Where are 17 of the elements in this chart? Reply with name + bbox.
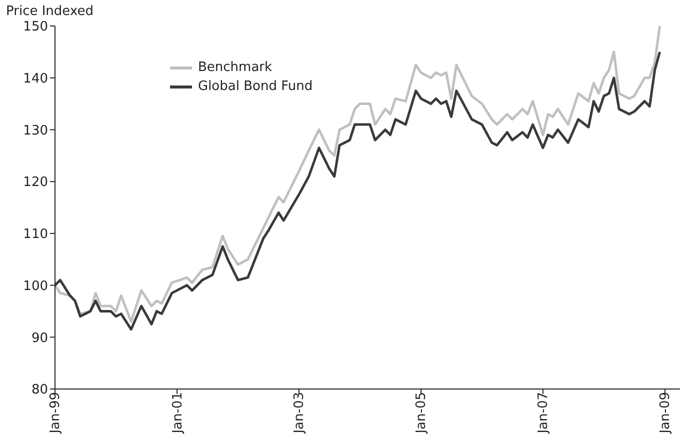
y-tick-label: 100 xyxy=(23,278,48,294)
y-tick-label: 130 xyxy=(23,123,48,138)
x-tick-label: Jan-09 xyxy=(658,392,674,434)
y-tick-label: 90 xyxy=(31,330,48,346)
x-tick-label: Jan-03 xyxy=(292,392,308,434)
x-tick-label: Jan-01 xyxy=(170,392,186,434)
x-tick-label: Jan-05 xyxy=(414,392,430,434)
y-tick-label: 110 xyxy=(23,227,48,242)
y-axis-title: Price Indexed xyxy=(6,4,94,19)
y-tick-label: 150 xyxy=(23,20,48,35)
y-tick-label: 140 xyxy=(23,71,48,86)
x-tick-label: Jan-99 xyxy=(48,392,64,434)
x-tick-label: Jan-07 xyxy=(536,392,552,434)
legend-label: Global Bond Fund xyxy=(198,79,313,94)
y-tick-label: 80 xyxy=(31,382,48,398)
y-tick-label: 120 xyxy=(23,175,48,190)
legend-label: Benchmark xyxy=(198,60,272,75)
